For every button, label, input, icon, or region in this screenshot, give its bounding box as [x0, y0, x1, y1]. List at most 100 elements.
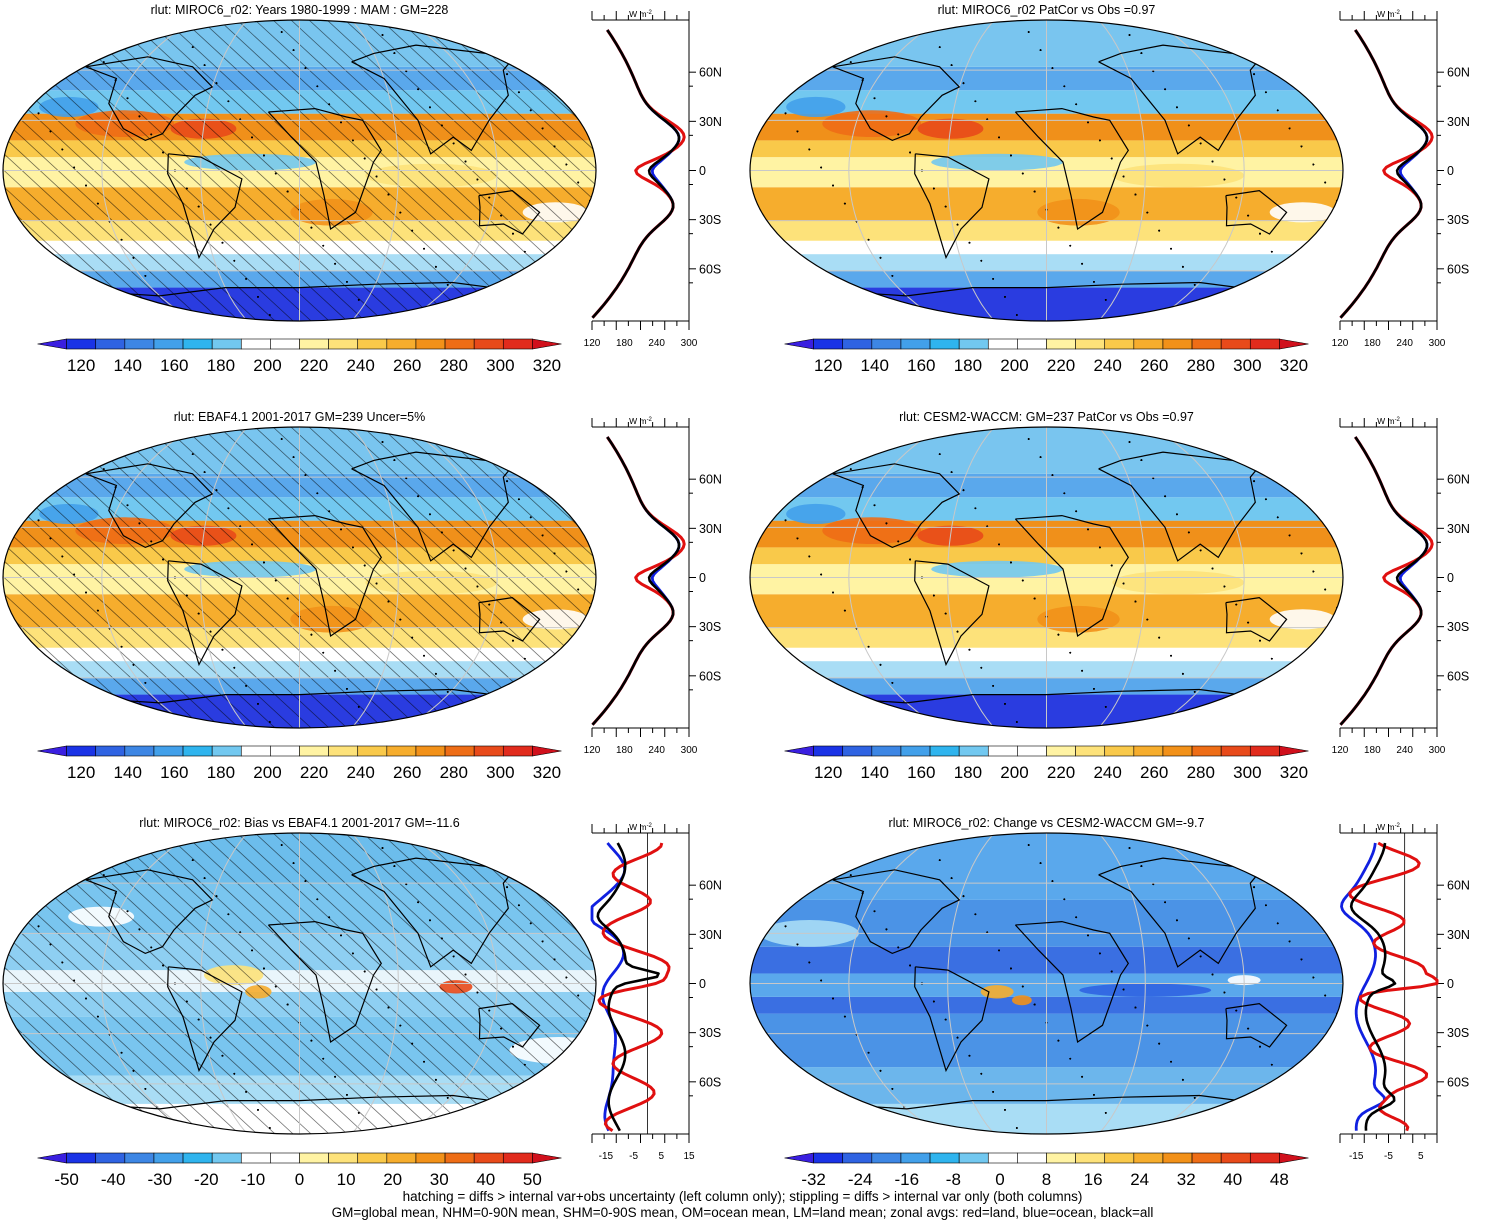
colorbar-tick-label: 180 — [954, 763, 982, 782]
zonal-tick-label: 240 — [1396, 338, 1413, 349]
colorbar-tick-label: 300 — [486, 356, 514, 375]
zonal-profile: W m-2 60N 30N 0 30S 60S -15 -5 5 15 — [590, 822, 722, 1162]
latitude-label: 30S — [1447, 620, 1469, 634]
zonal-profile: W m-2 60N 30N 0 30S 60S 120 180 240 300 — [1332, 416, 1470, 756]
map-field — [750, 832, 1343, 1134]
latitude-label: 30N — [699, 115, 722, 129]
latitude-label: 0 — [1447, 164, 1454, 178]
coastline — [914, 966, 990, 1073]
zonal-tick-label: 300 — [1429, 338, 1446, 349]
zonal-line-all — [596, 842, 660, 1132]
colorbar-tick-label: 260 — [1140, 356, 1168, 375]
latitude-label: 30N — [699, 522, 722, 536]
latitude-label: 0 — [699, 571, 706, 585]
colorbar-tick-label: 40 — [476, 1170, 495, 1189]
latitude-label: 0 — [699, 164, 706, 178]
map-outline — [2, 426, 597, 729]
colorbar-tick-label: 300 — [486, 763, 514, 782]
colorbar-tick-label: 280 — [440, 356, 468, 375]
map-outline — [749, 832, 1344, 1135]
coastline — [351, 857, 516, 968]
zonal-tick-label: 240 — [648, 745, 665, 756]
latitude-label: 60N — [699, 879, 722, 893]
zonal-unit: W m-2 — [629, 416, 652, 426]
zonal-line-all — [1339, 29, 1429, 319]
coastline — [1014, 107, 1130, 231]
colorbar-tick-label: 220 — [300, 356, 328, 375]
coastline — [267, 107, 383, 231]
zonal-tick-label: -15 — [1349, 1151, 1364, 1162]
coastline — [1098, 44, 1263, 155]
colorbar-tick-label: 20 — [383, 1170, 402, 1189]
coastline — [828, 688, 1265, 704]
colorbar-tick-label: 220 — [1047, 763, 1075, 782]
colorbar-tick-label: 320 — [1280, 356, 1308, 375]
coastline — [81, 1094, 518, 1110]
colorbar-tick-label: -50 — [54, 1170, 79, 1189]
zonal-tick-label: 120 — [584, 338, 601, 349]
zonal-tick-label: 5 — [1418, 1151, 1424, 1162]
zonal-unit: W m-2 — [1377, 416, 1400, 426]
coastline — [267, 514, 383, 638]
coastline — [81, 688, 518, 704]
zonal-tick-label: 5 — [659, 1151, 665, 1162]
colorbar-tick-label: -24 — [848, 1170, 873, 1189]
colorbar-tick-label: 16 — [1084, 1170, 1103, 1189]
panel-change-cesm2: rlut: MIROC6_r02: Change vs CESM2-WACCM … — [749, 816, 1470, 1189]
latitude-label: 30S — [699, 620, 721, 634]
latitude-label: 30S — [699, 213, 721, 227]
panel-model-mam: rlut: MIROC6_r02: Years 1980-1999 : MAM … — [2, 3, 722, 375]
colorbar-tick-label: 140 — [861, 356, 889, 375]
latitude-label: 60N — [699, 66, 722, 80]
latitude-label: 30S — [699, 1026, 721, 1040]
coastline — [85, 463, 214, 549]
colorbar-tick-label: 30 — [430, 1170, 449, 1189]
coastline — [828, 1094, 1265, 1110]
colorbar-tick-label: 320 — [533, 763, 561, 782]
colorbar-tick-label: 280 — [1187, 356, 1215, 375]
map-outline — [749, 19, 1344, 322]
colorbar-tick-label: 160 — [160, 356, 188, 375]
coastline — [85, 56, 214, 142]
colorbar-tick-label: 32 — [1177, 1170, 1196, 1189]
zonal-tick-label: 180 — [1364, 745, 1381, 756]
panel-title: rlut: MIROC6_r02: Years 1980-1999 : MAM … — [151, 3, 449, 17]
coastline — [1225, 1002, 1288, 1048]
colorbar: -32 -24 -16 -8 0 8 16 24 32 40 48 — [784, 1152, 1309, 1189]
colorbar-tick-label: 320 — [1280, 763, 1308, 782]
coastline — [81, 281, 518, 297]
colorbar-tick-label: 280 — [1187, 763, 1215, 782]
footer-line-2: GM=global mean, NHM=0-90N mean, SHM=0-90… — [331, 1205, 1154, 1220]
zonal-unit: W m-2 — [629, 822, 652, 832]
colorbar-tick-label: 10 — [337, 1170, 356, 1189]
coastline — [167, 560, 243, 667]
colorbar-tick-label: 180 — [207, 763, 235, 782]
colorbar-tick-label: 160 — [160, 763, 188, 782]
colorbar: 120 140 160 180 200 220 240 260 280 300 320 — [784, 745, 1309, 782]
coastline — [1014, 514, 1130, 638]
colorbar-tick-label: 120 — [67, 763, 95, 782]
colorbar: 120 140 160 180 200 220 240 260 280 300 320 — [784, 338, 1309, 375]
colorbar-tick-label: -10 — [241, 1170, 266, 1189]
zonal-line-all — [1349, 842, 1397, 1131]
latitude-label: 60S — [1447, 1075, 1469, 1089]
zonal-tick-label: 300 — [681, 745, 698, 756]
colorbar-tick-label: 320 — [533, 356, 561, 375]
map-field — [750, 427, 1343, 728]
colorbar-tick-label: 50 — [523, 1170, 542, 1189]
colorbar-tick-label: 120 — [67, 356, 95, 375]
colorbar-tick-label: 300 — [1233, 763, 1261, 782]
colorbar-tick-label: 180 — [207, 356, 235, 375]
colorbar-tick-label: 240 — [1093, 763, 1121, 782]
colorbar-tick-label: 0 — [995, 1170, 1004, 1189]
panel-title: rlut: MIROC6_r02: Bias vs EBAF4.1 2001-2… — [139, 816, 459, 830]
map-field — [750, 19, 1343, 321]
coastline — [167, 966, 243, 1073]
zonal-tick-label: 15 — [683, 1151, 695, 1162]
colorbar-tick-label: 120 — [814, 356, 842, 375]
coastline — [85, 869, 214, 955]
zonal-line-all — [1339, 436, 1429, 726]
panel-title: rlut: EBAF4.1 2001-2017 GM=239 Uncer=5% — [174, 410, 426, 424]
latitude-label: 60N — [1447, 879, 1470, 893]
